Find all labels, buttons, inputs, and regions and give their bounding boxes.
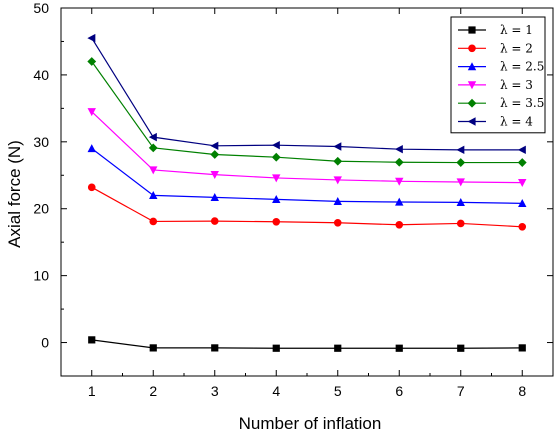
data-point-4-x7 (456, 145, 465, 155)
data-point-2-x7 (456, 219, 465, 228)
data-point-3-x3 (210, 171, 219, 180)
data-point-1-x7 (457, 344, 465, 352)
data-point-3-5-x7 (456, 158, 466, 167)
legend-label: λ = 3.5 (500, 96, 544, 110)
series-2 (87, 183, 527, 231)
x-tick-label: 4 (272, 383, 280, 399)
data-point-3-x7 (456, 178, 465, 187)
data-point-2-5-x2 (149, 190, 158, 199)
data-point-2-x2 (149, 217, 158, 226)
data-point-3-5-x3 (210, 150, 220, 159)
x-tick-label: 6 (395, 383, 403, 399)
data-point-1-x4 (272, 344, 280, 352)
y-tick-label: 10 (33, 268, 49, 284)
x-tick-label: 5 (334, 383, 342, 399)
x-tick-label: 1 (88, 383, 96, 399)
data-point-2-5-x5 (333, 196, 342, 205)
data-point-2-x3 (210, 217, 219, 225)
series-layer (87, 33, 527, 352)
data-point-1-x2 (149, 344, 157, 352)
data-point-2-x1 (87, 183, 96, 192)
series-3 (87, 108, 527, 188)
data-point-3-x4 (272, 174, 281, 183)
y-tick-label: 40 (33, 67, 49, 83)
legend-label: λ = 4 (500, 115, 533, 129)
legend-item-3: λ = 3 (458, 78, 533, 92)
data-point-2-5-x7 (456, 197, 465, 206)
data-point-2-5-x6 (395, 197, 404, 206)
data-point-2-x4 (272, 217, 281, 226)
data-point-3-5-x1 (87, 57, 97, 66)
x-tick-label: 8 (518, 383, 526, 399)
legend-swatch-marker (468, 44, 476, 53)
data-point-2-5-x8 (518, 198, 527, 207)
data-point-3-x2 (149, 166, 158, 175)
data-point-4-x6 (394, 144, 403, 154)
data-point-1-x5 (334, 344, 342, 352)
data-point-3-5-x2 (148, 143, 158, 153)
data-point-3-x5 (333, 176, 342, 185)
y-tick-label: 20 (33, 201, 49, 217)
series-line-3-5 (91, 61, 523, 164)
legend-item-1: λ = 1 (458, 23, 533, 37)
legend-label: λ = 2.5 (500, 60, 544, 74)
legend: λ = 1 λ = 2 λ = 2.5 λ = 3 λ = 3.5 λ = 4 (450, 16, 546, 134)
data-point-2-x5 (333, 218, 342, 227)
data-point-1-x6 (395, 344, 403, 352)
legend-item-3-5: λ = 3.5 (458, 96, 544, 110)
legend-box (450, 16, 546, 134)
data-point-4-x1 (87, 33, 96, 43)
y-tick-label: 50 (33, 0, 49, 16)
legend-swatch-marker (467, 117, 476, 126)
x-tick-label: 7 (457, 383, 465, 399)
series-2-5 (87, 144, 527, 207)
data-point-3-5-x6 (394, 157, 404, 167)
series-line-4 (91, 37, 523, 151)
series-3-5 (87, 57, 527, 167)
series-line-1 (91, 339, 523, 349)
data-point-4-x8 (517, 145, 526, 155)
legend-label: λ = 2 (500, 41, 533, 55)
series-1 (88, 336, 526, 352)
legend-swatch-marker (467, 81, 477, 90)
data-point-3-x1 (87, 108, 96, 117)
data-point-2-5-x3 (210, 192, 219, 201)
data-point-2-5-x1 (87, 144, 96, 153)
legend-item-2: λ = 2 (458, 41, 533, 55)
data-point-4-x4 (271, 140, 280, 150)
data-point-3-5-x4 (271, 152, 281, 162)
series-line-2-5 (91, 148, 523, 204)
series-line-3 (91, 111, 523, 184)
data-point-4-x5 (333, 142, 342, 151)
data-point-3-x6 (395, 177, 404, 186)
series-line-2 (91, 186, 523, 228)
data-point-2-x8 (518, 222, 527, 231)
data-point-2-5-x4 (272, 194, 281, 203)
data-point-1-x1 (88, 336, 96, 344)
legend-swatch-marker (468, 26, 476, 34)
series-4 (87, 33, 526, 155)
legend-label: λ = 3 (500, 78, 533, 92)
data-point-3-5-x8 (517, 158, 527, 167)
legend-swatch-marker (467, 62, 477, 71)
y-tick-label: 0 (41, 335, 49, 351)
data-point-1-x3 (211, 344, 219, 352)
legend-item-2-5: λ = 2.5 (458, 60, 544, 74)
y-axis-title: Axial force (N) (5, 140, 24, 248)
data-point-2-x6 (395, 220, 404, 229)
legend-label: λ = 1 (500, 23, 533, 37)
legend-swatch-marker (467, 98, 477, 108)
x-tick-label: 3 (211, 383, 219, 399)
data-point-4-x2 (148, 132, 157, 142)
axes-layer: 1 2 3 4 5 6 7 8 0 10 20 30 40 50 (33, 0, 554, 399)
x-axis-title: Number of inflation (239, 414, 382, 433)
data-point-3-5-x5 (333, 156, 343, 166)
data-point-3-x8 (518, 179, 527, 188)
y-tick-label: 30 (33, 134, 49, 150)
x-tick-label: 2 (149, 383, 157, 399)
legend-item-4: λ = 4 (458, 115, 533, 129)
data-point-1-x8 (518, 344, 526, 352)
data-point-4-x3 (210, 141, 219, 151)
